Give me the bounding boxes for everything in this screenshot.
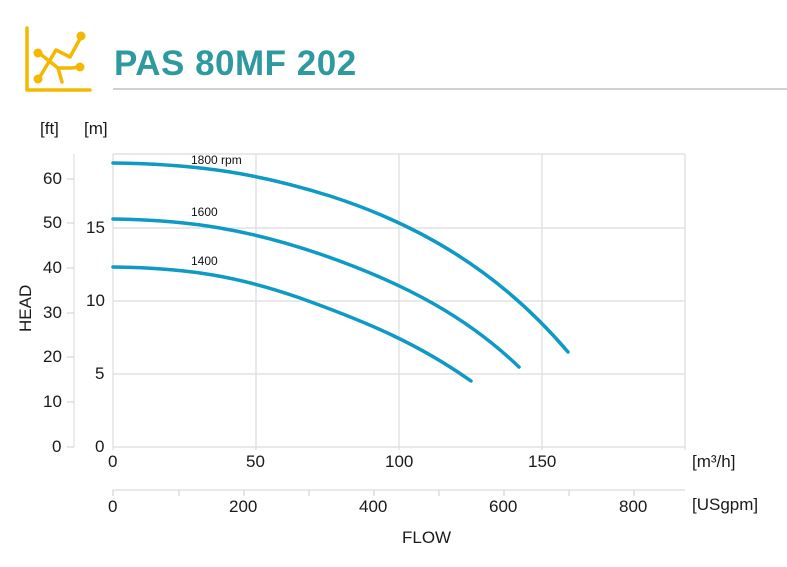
y-ft-tick: 50 — [43, 213, 62, 232]
y-ft-tick: 60 — [43, 169, 62, 188]
y-ft-tick: 20 — [43, 347, 62, 366]
y-ft-tick: 10 — [43, 392, 62, 411]
x2-tick: 800 — [619, 497, 648, 516]
curve-1600rpm — [111, 217, 521, 369]
x-axis-title: FLOW — [402, 528, 452, 547]
x-unit: [m³/h] — [692, 452, 736, 471]
y-m-tick: 5 — [95, 364, 105, 383]
y-ft-tick: 40 — [43, 258, 62, 277]
curve-label-1800: 1800 rpm — [191, 153, 242, 167]
x2-tick: 0 — [108, 497, 118, 516]
x2-unit: [USgpm] — [692, 495, 759, 514]
y-m-tick: 15 — [86, 218, 105, 237]
curve-1400rpm — [111, 265, 473, 383]
curve-label-1400: 1400 — [191, 254, 218, 268]
curve-label-1600: 1600 — [191, 205, 218, 219]
x-tick: 150 — [528, 452, 557, 471]
x-tick: 100 — [385, 452, 414, 471]
y-ft-tick: 0 — [52, 437, 62, 456]
y-unit-ft: [ft] — [40, 119, 59, 138]
x2-tick: 400 — [359, 497, 388, 516]
y-unit-m: [m] — [84, 119, 108, 138]
y-ft-tick: 30 — [43, 303, 62, 322]
y-m-tick: 10 — [86, 291, 105, 310]
title-divider — [113, 88, 787, 90]
line-chart-icon — [25, 26, 92, 92]
x-tick: 0 — [108, 452, 118, 471]
curve-1800rpm — [111, 161, 570, 354]
page-title: PAS 80MF 202 — [114, 44, 357, 83]
y-m-tick: 0 — [95, 437, 105, 456]
x2-tick: 600 — [489, 497, 518, 516]
x2-tick: 200 — [229, 497, 258, 516]
x-tick: 50 — [246, 452, 265, 471]
